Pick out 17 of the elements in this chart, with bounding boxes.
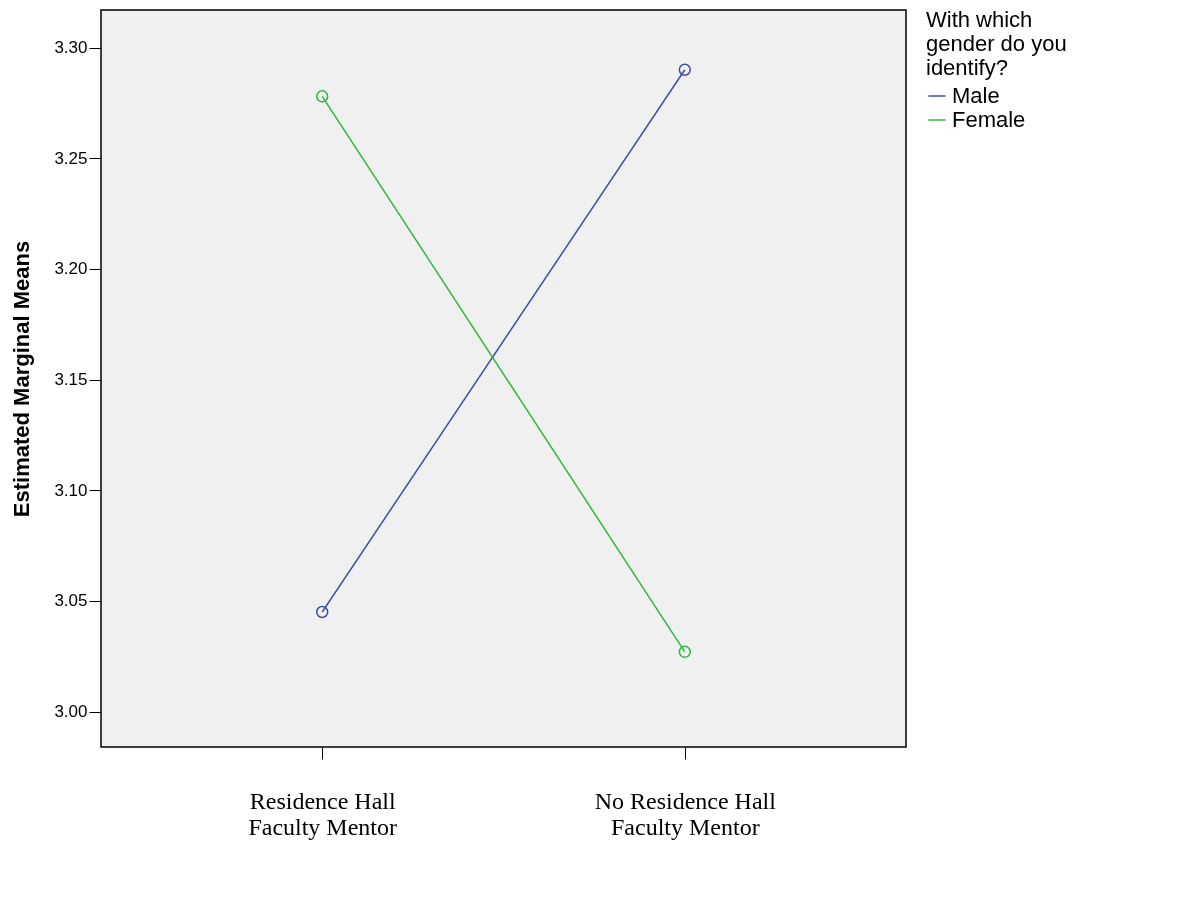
point bbox=[315, 605, 329, 619]
point bbox=[678, 645, 692, 659]
y-tick-label: 3.20 bbox=[54, 259, 88, 279]
point bbox=[678, 63, 692, 76]
legend-label: Female bbox=[952, 107, 1026, 132]
y-tick-label: 3.30 bbox=[54, 38, 88, 58]
y-tick-label: 3.00 bbox=[54, 702, 88, 722]
y-tick-label: 3.15 bbox=[54, 370, 88, 390]
y-tick-label: 3.05 bbox=[54, 591, 88, 611]
x-tick-label: Residence Hall Faculty Mentor bbox=[248, 787, 398, 840]
y-tick-label: 3.10 bbox=[54, 480, 88, 500]
point bbox=[315, 90, 329, 103]
x-tick-label: No Residence Hall Faculty Mentor bbox=[594, 787, 777, 840]
legend-label: Male bbox=[952, 83, 1000, 108]
y-axis-title: Estimated Marginal Means bbox=[9, 240, 35, 518]
y-tick-label: 3.25 bbox=[54, 148, 88, 168]
legend-title: With which gender do you identify? bbox=[926, 7, 1067, 80]
